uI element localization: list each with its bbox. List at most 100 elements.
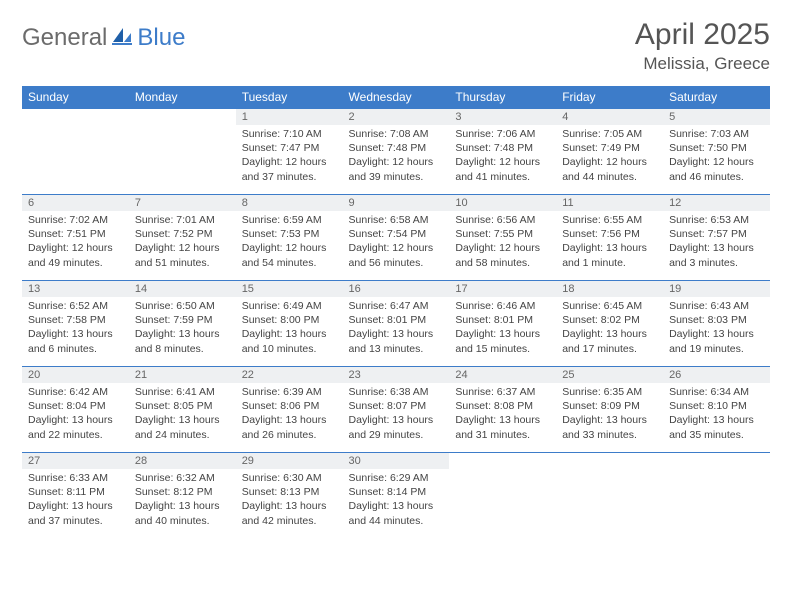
day-number: 19 [663, 281, 770, 297]
day-number: 4 [556, 109, 663, 125]
day-content: Sunrise: 7:03 AMSunset: 7:50 PMDaylight:… [663, 125, 770, 188]
calendar-cell [449, 453, 556, 539]
calendar-week-row: 27Sunrise: 6:33 AMSunset: 8:11 PMDayligh… [22, 453, 770, 539]
day-content: Sunrise: 7:06 AMSunset: 7:48 PMDaylight:… [449, 125, 556, 188]
day-content: Sunrise: 6:41 AMSunset: 8:05 PMDaylight:… [129, 383, 236, 446]
calendar-cell: 21Sunrise: 6:41 AMSunset: 8:05 PMDayligh… [129, 367, 236, 453]
day-number: 22 [236, 367, 343, 383]
calendar-cell: 24Sunrise: 6:37 AMSunset: 8:08 PMDayligh… [449, 367, 556, 453]
calendar-cell: 6Sunrise: 7:02 AMSunset: 7:51 PMDaylight… [22, 195, 129, 281]
weekday-header: Wednesday [343, 86, 450, 109]
day-number: 20 [22, 367, 129, 383]
day-content: Sunrise: 6:52 AMSunset: 7:58 PMDaylight:… [22, 297, 129, 360]
calendar-cell: 25Sunrise: 6:35 AMSunset: 8:09 PMDayligh… [556, 367, 663, 453]
calendar-cell: 28Sunrise: 6:32 AMSunset: 8:12 PMDayligh… [129, 453, 236, 539]
calendar-week-row: 6Sunrise: 7:02 AMSunset: 7:51 PMDaylight… [22, 195, 770, 281]
weekday-header: Thursday [449, 86, 556, 109]
brand-part2: Blue [137, 24, 185, 52]
day-number: 30 [343, 453, 450, 469]
weekday-header: Friday [556, 86, 663, 109]
calendar-cell: 9Sunrise: 6:58 AMSunset: 7:54 PMDaylight… [343, 195, 450, 281]
day-number: 14 [129, 281, 236, 297]
day-content: Sunrise: 6:47 AMSunset: 8:01 PMDaylight:… [343, 297, 450, 360]
calendar-table: SundayMondayTuesdayWednesdayThursdayFrid… [22, 86, 770, 539]
day-content: Sunrise: 6:43 AMSunset: 8:03 PMDaylight:… [663, 297, 770, 360]
day-content: Sunrise: 7:08 AMSunset: 7:48 PMDaylight:… [343, 125, 450, 188]
page-title: April 2025 [635, 18, 770, 52]
day-content: Sunrise: 6:58 AMSunset: 7:54 PMDaylight:… [343, 211, 450, 274]
day-number: 17 [449, 281, 556, 297]
day-number: 16 [343, 281, 450, 297]
day-content: Sunrise: 7:10 AMSunset: 7:47 PMDaylight:… [236, 125, 343, 188]
day-number: 28 [129, 453, 236, 469]
day-number: 8 [236, 195, 343, 211]
day-content: Sunrise: 6:45 AMSunset: 8:02 PMDaylight:… [556, 297, 663, 360]
brand-sail-icon [111, 26, 133, 51]
brand-logo: General Blue [22, 18, 185, 52]
day-content: Sunrise: 6:35 AMSunset: 8:09 PMDaylight:… [556, 383, 663, 446]
calendar-cell: 8Sunrise: 6:59 AMSunset: 7:53 PMDaylight… [236, 195, 343, 281]
day-number: 23 [343, 367, 450, 383]
day-number: 7 [129, 195, 236, 211]
day-content: Sunrise: 6:32 AMSunset: 8:12 PMDaylight:… [129, 469, 236, 532]
calendar-cell: 2Sunrise: 7:08 AMSunset: 7:48 PMDaylight… [343, 109, 450, 195]
day-number: 18 [556, 281, 663, 297]
calendar-cell [556, 453, 663, 539]
day-content: Sunrise: 6:50 AMSunset: 7:59 PMDaylight:… [129, 297, 236, 360]
day-content: Sunrise: 7:05 AMSunset: 7:49 PMDaylight:… [556, 125, 663, 188]
day-number: 24 [449, 367, 556, 383]
calendar-cell [22, 109, 129, 195]
day-content: Sunrise: 6:59 AMSunset: 7:53 PMDaylight:… [236, 211, 343, 274]
calendar-cell: 7Sunrise: 7:01 AMSunset: 7:52 PMDaylight… [129, 195, 236, 281]
calendar-cell: 20Sunrise: 6:42 AMSunset: 8:04 PMDayligh… [22, 367, 129, 453]
day-number: 10 [449, 195, 556, 211]
day-number: 21 [129, 367, 236, 383]
calendar-cell: 23Sunrise: 6:38 AMSunset: 8:07 PMDayligh… [343, 367, 450, 453]
day-content: Sunrise: 7:01 AMSunset: 7:52 PMDaylight:… [129, 211, 236, 274]
day-content: Sunrise: 6:30 AMSunset: 8:13 PMDaylight:… [236, 469, 343, 532]
weekday-header-row: SundayMondayTuesdayWednesdayThursdayFrid… [22, 86, 770, 109]
location-text: Melissia, Greece [635, 54, 770, 74]
day-number: 6 [22, 195, 129, 211]
day-content: Sunrise: 6:33 AMSunset: 8:11 PMDaylight:… [22, 469, 129, 532]
weekday-header: Saturday [663, 86, 770, 109]
day-number: 13 [22, 281, 129, 297]
day-content: Sunrise: 6:29 AMSunset: 8:14 PMDaylight:… [343, 469, 450, 532]
day-content: Sunrise: 6:34 AMSunset: 8:10 PMDaylight:… [663, 383, 770, 446]
day-content: Sunrise: 6:42 AMSunset: 8:04 PMDaylight:… [22, 383, 129, 446]
calendar-cell: 12Sunrise: 6:53 AMSunset: 7:57 PMDayligh… [663, 195, 770, 281]
day-number: 1 [236, 109, 343, 125]
day-content: Sunrise: 6:49 AMSunset: 8:00 PMDaylight:… [236, 297, 343, 360]
weekday-header: Sunday [22, 86, 129, 109]
day-number: 5 [663, 109, 770, 125]
weekday-header: Monday [129, 86, 236, 109]
day-number: 25 [556, 367, 663, 383]
day-number: 27 [22, 453, 129, 469]
calendar-body: 1Sunrise: 7:10 AMSunset: 7:47 PMDaylight… [22, 109, 770, 539]
weekday-header: Tuesday [236, 86, 343, 109]
day-number: 26 [663, 367, 770, 383]
day-content: Sunrise: 6:55 AMSunset: 7:56 PMDaylight:… [556, 211, 663, 274]
day-number: 3 [449, 109, 556, 125]
calendar-cell: 26Sunrise: 6:34 AMSunset: 8:10 PMDayligh… [663, 367, 770, 453]
day-number: 11 [556, 195, 663, 211]
brand-part1: General [22, 24, 107, 52]
day-number: 15 [236, 281, 343, 297]
day-content: Sunrise: 6:46 AMSunset: 8:01 PMDaylight:… [449, 297, 556, 360]
day-content: Sunrise: 6:37 AMSunset: 8:08 PMDaylight:… [449, 383, 556, 446]
calendar-cell: 10Sunrise: 6:56 AMSunset: 7:55 PMDayligh… [449, 195, 556, 281]
calendar-cell: 18Sunrise: 6:45 AMSunset: 8:02 PMDayligh… [556, 281, 663, 367]
calendar-week-row: 13Sunrise: 6:52 AMSunset: 7:58 PMDayligh… [22, 281, 770, 367]
calendar-cell: 19Sunrise: 6:43 AMSunset: 8:03 PMDayligh… [663, 281, 770, 367]
calendar-cell: 27Sunrise: 6:33 AMSunset: 8:11 PMDayligh… [22, 453, 129, 539]
calendar-cell: 29Sunrise: 6:30 AMSunset: 8:13 PMDayligh… [236, 453, 343, 539]
calendar-week-row: 20Sunrise: 6:42 AMSunset: 8:04 PMDayligh… [22, 367, 770, 453]
calendar-cell: 30Sunrise: 6:29 AMSunset: 8:14 PMDayligh… [343, 453, 450, 539]
title-block: April 2025 Melissia, Greece [635, 18, 770, 74]
day-content: Sunrise: 6:38 AMSunset: 8:07 PMDaylight:… [343, 383, 450, 446]
day-content: Sunrise: 6:53 AMSunset: 7:57 PMDaylight:… [663, 211, 770, 274]
calendar-cell [129, 109, 236, 195]
calendar-cell: 5Sunrise: 7:03 AMSunset: 7:50 PMDaylight… [663, 109, 770, 195]
calendar-cell: 1Sunrise: 7:10 AMSunset: 7:47 PMDaylight… [236, 109, 343, 195]
calendar-cell: 22Sunrise: 6:39 AMSunset: 8:06 PMDayligh… [236, 367, 343, 453]
